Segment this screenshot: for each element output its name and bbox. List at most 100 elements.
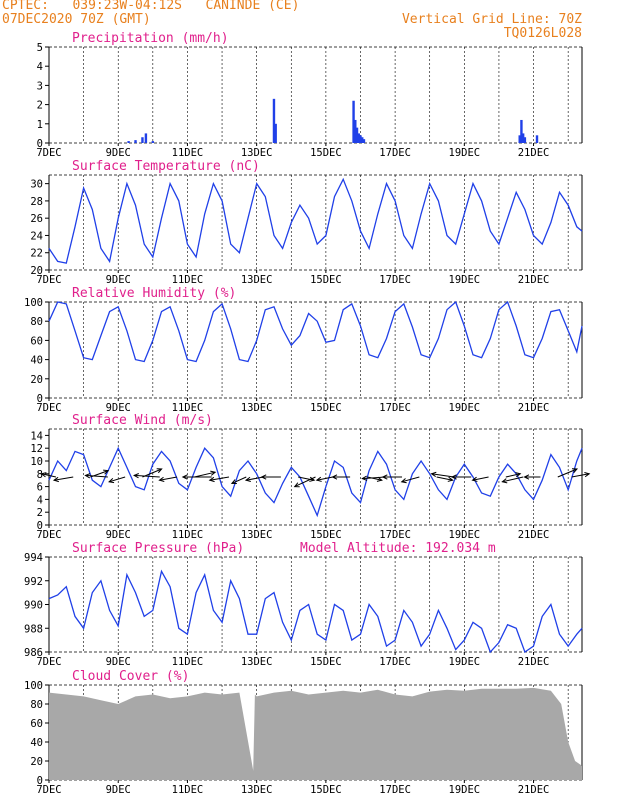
wind-wind-arrow <box>557 468 578 478</box>
pres-xtick-label: 13DEC <box>241 656 273 668</box>
cloud-xtick-label: 11DEC <box>172 784 204 796</box>
wind-xtick-label: 13DEC <box>241 529 273 541</box>
precip-bar <box>151 141 155 143</box>
precip-bar <box>274 123 277 143</box>
wind-wind-arrow <box>53 476 74 481</box>
precip-bar <box>272 98 276 143</box>
pres-ytick-label: 992 <box>24 576 43 588</box>
precip-bar <box>352 100 355 143</box>
wind-ytick-label: 10 <box>30 456 43 468</box>
wind-wind-arrow <box>85 474 108 478</box>
wind-wind-arrow-head <box>210 470 217 476</box>
pres-xtick-label: 19DEC <box>449 656 481 668</box>
precip-xtick-label: 17DEC <box>379 147 411 159</box>
wind-wind-arrow-head <box>523 474 530 480</box>
precip-xtick-label: 11DEC <box>172 147 204 159</box>
temp-series-line <box>48 177 583 264</box>
precip-bar <box>359 135 362 143</box>
rh-xtick-label: 13DEC <box>241 402 273 414</box>
precip-bar <box>523 137 527 143</box>
wind-wind-arrow-head <box>381 474 388 480</box>
wind-wind-arrow-head <box>376 476 383 482</box>
wind-wind-arrow-head <box>84 473 91 479</box>
temp-xtick-label: 19DEC <box>449 274 481 286</box>
pres-ytick-label: 986 <box>24 647 43 659</box>
precip-xtick-label: 15DEC <box>310 147 342 159</box>
wind-wind-arrow-head <box>52 476 59 483</box>
cloud-xtick-label: 19DEC <box>449 784 481 796</box>
wind-wind-arrow-head <box>293 482 300 488</box>
rh-xtick-label: 21DEC <box>518 402 550 414</box>
header-grid-line: Vertical Grid Line: 70Z <box>401 12 582 27</box>
rh-ytick-label: 60 <box>30 335 43 347</box>
rh-series-line <box>48 300 583 363</box>
header-model-id: TQ0126L028 <box>503 26 582 41</box>
rh-xtick-label: 11DEC <box>172 402 204 414</box>
cloud-title: Cloud Cover (%) <box>72 669 189 684</box>
wind-wind-arrow <box>367 476 382 481</box>
precip-ytick-label: 1 <box>37 119 43 131</box>
wind-wind-arrow <box>505 473 521 478</box>
rh-xtick-label: 17DEC <box>379 402 411 414</box>
rh-ytick-label: 80 <box>30 316 43 328</box>
wind-xtick-label: 19DEC <box>449 529 481 541</box>
precip-ytick-label: 5 <box>37 42 43 54</box>
wind-wind-arrow-head <box>571 468 579 474</box>
pres-xtick-label: 15DEC <box>310 656 342 668</box>
temp-xtick-label: 21DEC <box>518 274 550 286</box>
pres-ytick-label: 990 <box>24 600 43 612</box>
pres-xtick-label: 9DEC <box>106 656 131 668</box>
precip-xtick-label: 13DEC <box>241 147 273 159</box>
precip-title: Precipitation (mm/h) <box>72 31 229 46</box>
wind-ytick-label: 14 <box>30 430 43 442</box>
temp-ytick-label: 24 <box>30 230 43 242</box>
wind-wind-arrow-head <box>400 478 407 484</box>
wind-wind-arrow-head <box>244 476 251 483</box>
cloud-xtick-label: 17DEC <box>379 784 411 796</box>
wind-wind-arrow <box>209 476 230 481</box>
cloud-xtick-label: 21DEC <box>518 784 550 796</box>
header-datetime: 07DEC2020 70Z (GMT) <box>2 12 151 27</box>
wind-wind-arrow <box>108 476 126 483</box>
cloud-area <box>49 687 582 780</box>
wind-ytick-label: 12 <box>30 443 43 455</box>
pres-xtick-label: 21DEC <box>518 656 550 668</box>
wind-wind-arrow <box>436 476 453 481</box>
cloud-xtick-label: 13DEC <box>241 784 273 796</box>
rh-ytick-label: 20 <box>30 374 43 386</box>
temp-ytick-label: 30 <box>30 179 43 191</box>
wind-wind-arrow <box>194 471 216 478</box>
wind-wind-arrow <box>134 474 160 478</box>
wind-ytick-label: 0 <box>37 520 43 532</box>
precip-ytick-label: 2 <box>37 100 43 112</box>
rh-xtick-label: 9DEC <box>106 402 131 414</box>
pres-title: Surface Pressure (hPa) <box>72 541 244 556</box>
wind-wind-arrow-head <box>331 474 338 480</box>
wind-title: Surface Wind (m/s) <box>72 413 213 428</box>
wind-wind-arrow <box>401 476 420 483</box>
wind-wind-arrow-head <box>450 474 457 480</box>
wind-wind-arrow <box>571 473 590 478</box>
rh-ytick-label: 40 <box>30 355 43 367</box>
precip-bar <box>535 135 539 143</box>
temp-xtick-label: 15DEC <box>310 274 342 286</box>
wind-wind-arrow-head <box>584 471 591 478</box>
rh-title: Relative Humidity (%) <box>72 286 236 301</box>
wind-xtick-label: 9DEC <box>106 529 131 541</box>
temp-xtick-label: 11DEC <box>172 274 204 286</box>
temp-ytick-label: 28 <box>30 196 43 208</box>
precip-bar <box>361 137 364 143</box>
wind-wind-arrow-head <box>181 474 188 480</box>
wind-wind-arrow-head <box>515 472 522 478</box>
wind-wind-arrow <box>316 476 333 481</box>
wind-xtick-label: 17DEC <box>379 529 411 541</box>
wind-wind-arrow <box>362 476 385 480</box>
wind-ytick-label: 6 <box>37 482 43 494</box>
wind-ytick-label: 4 <box>37 494 43 506</box>
rh-xtick-label: 7DEC <box>36 402 61 414</box>
pres-annotation: Model Altitude: 192.034 m <box>300 541 496 556</box>
wind-wind-arrow-head <box>158 476 165 483</box>
temp-xtick-label: 17DEC <box>379 274 411 286</box>
cloud-xtick-label: 7DEC <box>36 784 61 796</box>
precip-bar <box>520 119 523 143</box>
